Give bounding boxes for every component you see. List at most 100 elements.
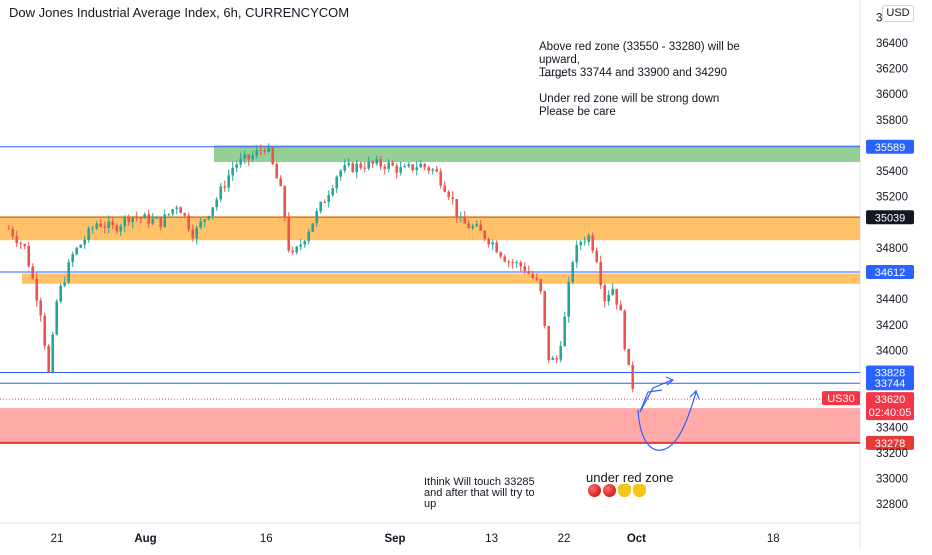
candle-body <box>551 358 555 360</box>
candle-body <box>383 166 387 169</box>
candle-body <box>59 285 63 302</box>
candle-body <box>443 185 447 192</box>
candle-body <box>427 167 431 171</box>
candle-body <box>587 235 591 242</box>
candle-body <box>335 176 339 189</box>
price-tag-bg <box>866 392 914 421</box>
level-tag-bg <box>866 139 914 154</box>
level-tag-label: 33278 <box>875 438 906 450</box>
zone-red <box>0 408 860 443</box>
candle-body <box>223 186 227 188</box>
zone-green <box>214 145 860 163</box>
candle-body <box>579 241 583 245</box>
candle-body <box>263 150 267 152</box>
candle-body <box>27 245 31 267</box>
candle-body <box>515 262 519 264</box>
level-tag-bg <box>866 435 914 450</box>
x-tick-label: 13 <box>485 533 498 545</box>
candle-body <box>55 301 59 335</box>
candle-body <box>183 213 187 216</box>
y-tick-label: 36400 <box>876 38 908 50</box>
candle-body <box>407 164 411 167</box>
candle-body <box>543 291 547 326</box>
candle-body <box>375 159 379 164</box>
note-down: Under red zone will be strong down Pleas… <box>539 93 720 118</box>
candle-body <box>575 244 579 263</box>
candle-body <box>219 186 223 200</box>
candle-body <box>103 226 107 228</box>
y-tick-label: 34400 <box>876 294 908 306</box>
raised-hand-icon <box>633 484 646 497</box>
candle-body <box>127 216 131 223</box>
chart-title: Dow Jones Industrial Average Index, 6h, … <box>9 5 350 20</box>
candle-body <box>523 266 527 272</box>
candle-body <box>355 163 359 173</box>
candle-body <box>35 278 39 301</box>
candle-body <box>11 228 15 237</box>
candle-body <box>323 201 327 203</box>
candle-body <box>159 217 163 227</box>
level-tag-label: 33744 <box>875 378 906 390</box>
candle-body <box>415 167 419 171</box>
note-red-zone: under red zone <box>586 471 673 497</box>
candle-body <box>163 214 167 227</box>
candle-body <box>47 345 51 373</box>
candle-body <box>95 223 99 229</box>
level-tag-label: 35589 <box>875 142 906 154</box>
candle-body <box>331 188 335 196</box>
candle-body <box>63 282 67 286</box>
y-tick-label: 35400 <box>876 166 908 178</box>
y-tick-label: 34800 <box>876 243 908 255</box>
candle-body <box>483 230 487 239</box>
candle-body <box>339 170 343 177</box>
candle-body <box>619 304 623 311</box>
candle-body <box>31 266 35 279</box>
candle-body <box>295 246 299 253</box>
candle-body <box>171 209 175 214</box>
note-red-zone-text: under red zone <box>586 470 674 485</box>
candle-body <box>175 207 179 210</box>
candle-body <box>503 256 507 262</box>
candle-body <box>275 163 279 179</box>
candle-body <box>119 226 123 232</box>
candle-body <box>43 315 47 346</box>
candle-body <box>151 218 155 224</box>
candle-body <box>463 217 467 224</box>
candle-body <box>239 158 243 165</box>
candle-body <box>199 221 203 228</box>
candle-body <box>91 228 95 230</box>
candle-body <box>143 214 147 219</box>
level-tag-label: 35039 <box>875 212 906 224</box>
candle-body <box>135 217 139 219</box>
candle-body <box>363 167 367 169</box>
candle-body <box>291 250 295 253</box>
candle-body <box>79 244 83 248</box>
note-targets: Above red zone (33550 - 33280) will be u… <box>539 41 740 79</box>
candle-body <box>71 254 75 263</box>
candle-body <box>51 334 55 373</box>
candle-body <box>347 163 351 165</box>
candle-body <box>435 169 439 172</box>
candle-body <box>87 228 91 240</box>
candle-body <box>215 199 219 208</box>
candle-body <box>627 348 631 366</box>
level-tag-bg <box>866 210 914 225</box>
candle-body <box>231 167 235 176</box>
x-tick-label: Oct <box>627 533 646 545</box>
candle-body <box>607 295 611 302</box>
candle-body <box>547 325 551 360</box>
candle-body <box>599 261 603 286</box>
level-tag-bg <box>866 264 914 279</box>
currency-button[interactable]: USD <box>882 5 914 22</box>
candle-body <box>371 161 375 164</box>
arrow-head-1 <box>665 376 675 386</box>
candle-body <box>139 217 143 219</box>
candle-body <box>631 365 635 389</box>
candle-body <box>583 241 587 243</box>
candle-body <box>527 271 531 274</box>
candle-body <box>307 231 311 242</box>
candle-body <box>559 346 563 360</box>
candle-body <box>535 277 539 280</box>
candle-body <box>471 226 475 229</box>
x-tick-label: Sep <box>384 533 405 545</box>
